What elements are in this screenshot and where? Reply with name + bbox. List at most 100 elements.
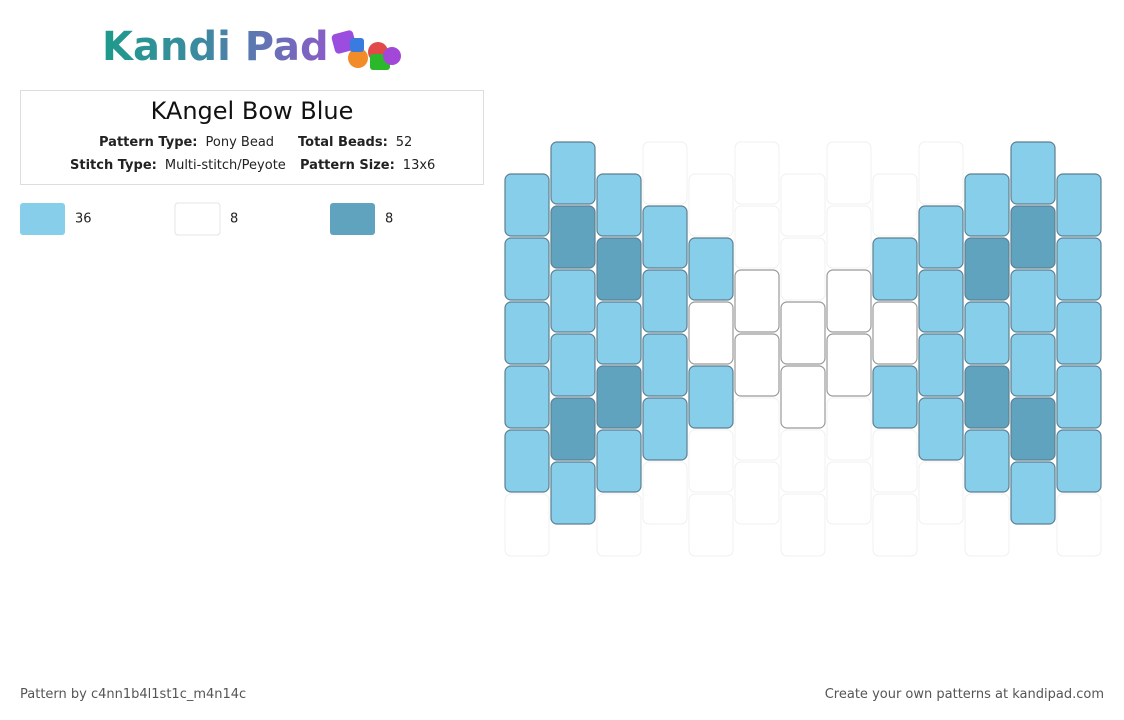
bead bbox=[780, 365, 826, 429]
empty-cell bbox=[780, 237, 826, 301]
empty-cell bbox=[642, 141, 688, 205]
stat-label: Total Beads: bbox=[298, 135, 388, 150]
legend-count: 36 bbox=[75, 212, 92, 227]
empty-cell bbox=[688, 493, 734, 557]
empty-cell bbox=[780, 429, 826, 493]
empty-cell bbox=[780, 173, 826, 237]
empty-cell bbox=[734, 461, 780, 525]
bead bbox=[1056, 365, 1102, 429]
stat-label: Pattern Type: bbox=[99, 135, 198, 150]
bead bbox=[688, 237, 734, 301]
bead bbox=[918, 397, 964, 461]
logo-icon bbox=[331, 30, 401, 70]
bead bbox=[872, 365, 918, 429]
bead bbox=[596, 365, 642, 429]
stat: Pattern Type: Pony Bead bbox=[99, 135, 274, 150]
info-card: KAngel Bow Blue Pattern Type: Pony Bead T… bbox=[20, 90, 484, 185]
bead bbox=[826, 333, 872, 397]
empty-cell bbox=[872, 173, 918, 237]
pattern-title: KAngel Bow Blue bbox=[150, 97, 354, 125]
empty-cell bbox=[734, 205, 780, 269]
bead bbox=[1056, 301, 1102, 365]
bead bbox=[1010, 397, 1056, 461]
bead bbox=[642, 333, 688, 397]
bead bbox=[964, 365, 1010, 429]
legend: 36 8 8 bbox=[20, 202, 393, 236]
bead bbox=[550, 461, 596, 525]
stat-value: Pony Bead bbox=[205, 135, 275, 150]
bead bbox=[642, 205, 688, 269]
bead bbox=[642, 269, 688, 333]
bead bbox=[964, 429, 1010, 493]
empty-cell bbox=[688, 429, 734, 493]
stat-label: Stitch Type: bbox=[70, 158, 157, 173]
bead bbox=[780, 301, 826, 365]
bead bbox=[504, 365, 550, 429]
bead bbox=[504, 301, 550, 365]
bead bbox=[964, 237, 1010, 301]
empty-cell bbox=[826, 141, 872, 205]
author: Pattern by c4nn1b4l1st1c_m4n14c bbox=[20, 687, 247, 702]
bead bbox=[596, 173, 642, 237]
stat: Pattern Size: 13x6 bbox=[300, 158, 435, 173]
bead bbox=[918, 205, 964, 269]
bead bbox=[550, 397, 596, 461]
bead bbox=[504, 429, 550, 493]
bead bbox=[872, 301, 918, 365]
empty-cell bbox=[688, 173, 734, 237]
bead bbox=[1056, 173, 1102, 237]
bead bbox=[826, 269, 872, 333]
promo-link[interactable]: Create your own patterns at kandipad.com bbox=[824, 687, 1104, 702]
bead bbox=[688, 365, 734, 429]
legend-swatch bbox=[20, 203, 65, 235]
bead-grid bbox=[504, 141, 1102, 557]
bead bbox=[1010, 269, 1056, 333]
bead bbox=[688, 301, 734, 365]
empty-cell bbox=[918, 461, 964, 525]
bead bbox=[504, 237, 550, 301]
empty-cell bbox=[504, 493, 550, 557]
bead bbox=[596, 237, 642, 301]
bead bbox=[918, 269, 964, 333]
bead bbox=[596, 301, 642, 365]
empty-cell bbox=[780, 493, 826, 557]
bead bbox=[734, 333, 780, 397]
bead bbox=[642, 397, 688, 461]
stat: Stitch Type: Multi-stitch/Peyote bbox=[70, 158, 286, 173]
empty-cell bbox=[596, 493, 642, 557]
empty-cell bbox=[734, 397, 780, 461]
legend-count: 8 bbox=[385, 212, 393, 227]
empty-cell bbox=[918, 141, 964, 205]
empty-cell bbox=[734, 141, 780, 205]
empty-cell bbox=[964, 493, 1010, 557]
bead bbox=[596, 429, 642, 493]
bead bbox=[1010, 461, 1056, 525]
bead bbox=[964, 173, 1010, 237]
stat-label: Pattern Size: bbox=[300, 158, 395, 173]
empty-cell bbox=[826, 461, 872, 525]
bead bbox=[734, 269, 780, 333]
stat-value: 52 bbox=[395, 135, 413, 150]
bead bbox=[872, 237, 918, 301]
empty-cell bbox=[872, 429, 918, 493]
empty-cell bbox=[826, 205, 872, 269]
bead bbox=[964, 301, 1010, 365]
bead bbox=[1056, 429, 1102, 493]
empty-cell bbox=[642, 461, 688, 525]
legend-swatch bbox=[330, 203, 375, 235]
bead bbox=[918, 333, 964, 397]
stat-value: Multi-stitch/Peyote bbox=[164, 158, 286, 173]
empty-cell bbox=[826, 397, 872, 461]
bead bbox=[550, 205, 596, 269]
bead bbox=[1056, 237, 1102, 301]
stat-value: 13x6 bbox=[402, 158, 436, 173]
bead bbox=[1010, 333, 1056, 397]
bead bbox=[550, 333, 596, 397]
legend-swatch bbox=[174, 202, 221, 236]
logo[interactable]: Kandi Pad bbox=[102, 24, 329, 70]
empty-cell bbox=[1056, 493, 1102, 557]
bead bbox=[1010, 205, 1056, 269]
bead bbox=[1010, 141, 1056, 205]
